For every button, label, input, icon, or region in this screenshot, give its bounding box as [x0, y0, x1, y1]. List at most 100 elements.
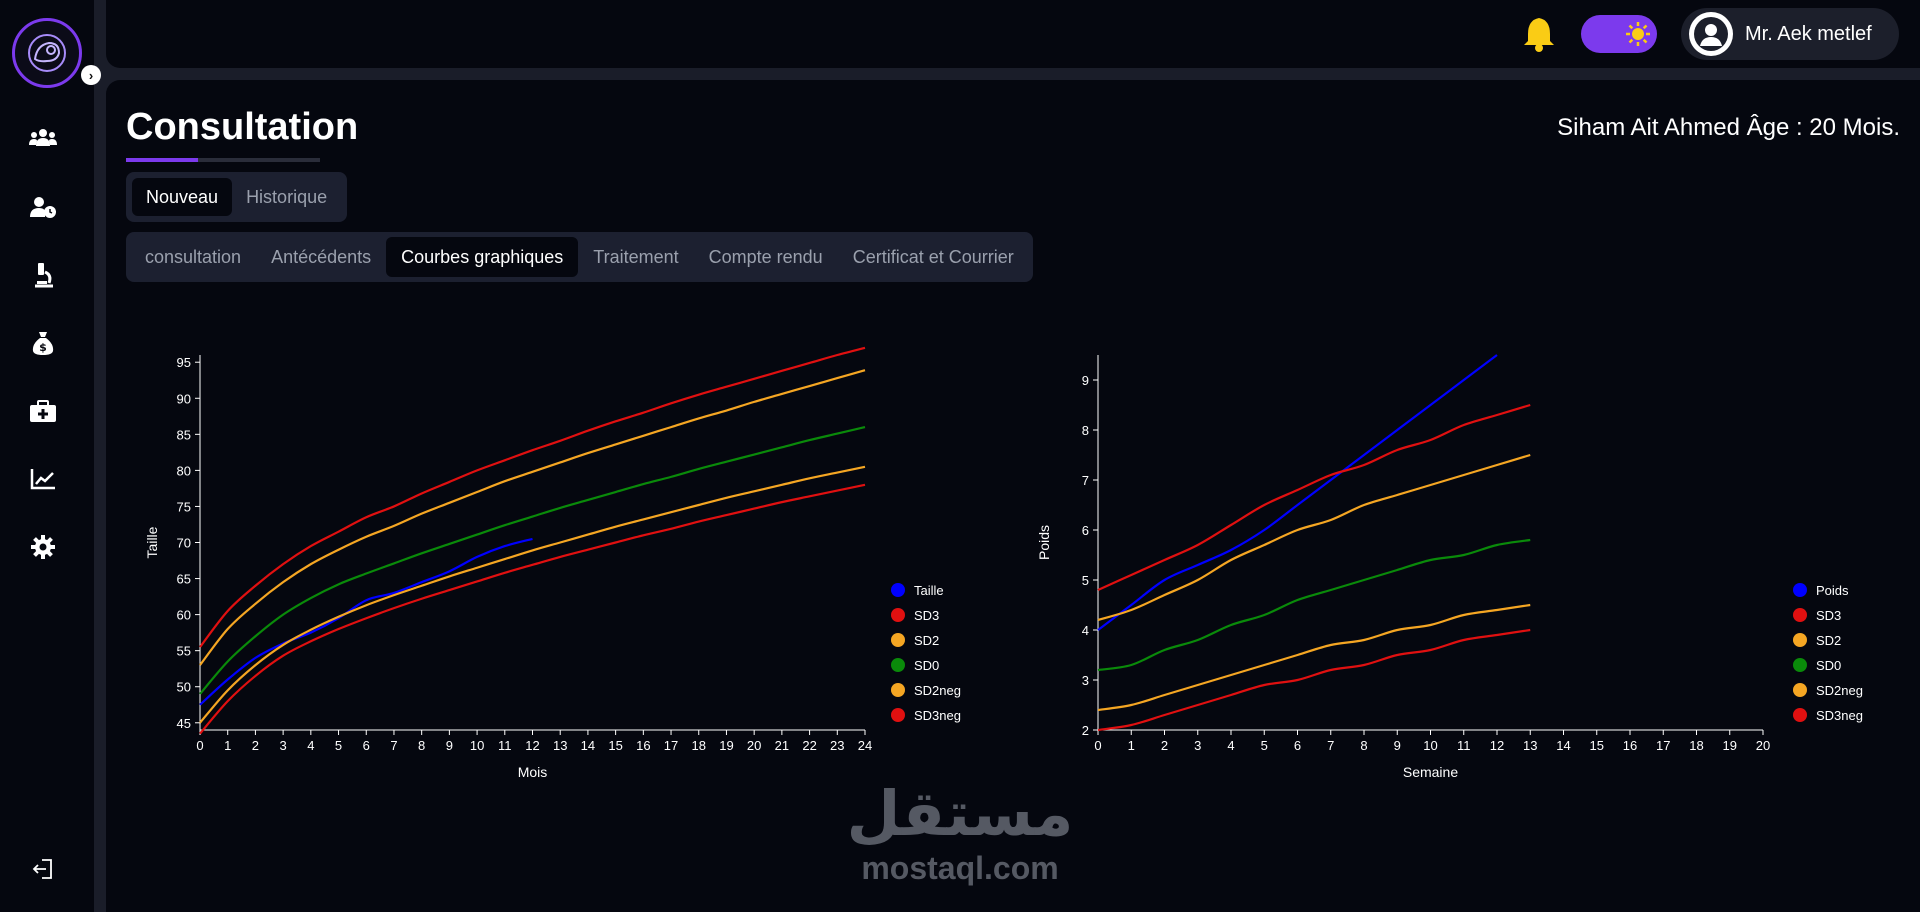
sidebar-toggle-button[interactable]: › — [81, 65, 101, 85]
nav-statistics[interactable] — [28, 464, 58, 494]
tab-historique[interactable]: Historique — [246, 186, 328, 207]
sidebar: › $ — [0, 0, 101, 912]
y-tick-label: 6 — [1082, 523, 1089, 538]
x-tick-label: 14 — [581, 738, 595, 753]
y-tick-label: 55 — [177, 644, 191, 659]
legend-label-sd2neg: SD2neg — [1816, 683, 1863, 698]
app-logo[interactable] — [12, 18, 82, 88]
x-tick-label: 10 — [470, 738, 484, 753]
x-tick-label: 2 — [252, 738, 259, 753]
series-line-taille — [199, 537, 533, 706]
y-tick-label: 70 — [177, 536, 191, 551]
nav-finance[interactable]: $ — [28, 328, 58, 358]
series-line-sd2 — [1097, 453, 1531, 622]
x-tick-label: 12 — [1490, 738, 1504, 753]
tab-traitement[interactable]: Traitement — [593, 246, 679, 267]
tab-consultation[interactable]: consultation — [145, 246, 242, 267]
legend-marker-sd0 — [1793, 658, 1807, 672]
y-tick-label: 95 — [177, 355, 191, 370]
nav-settings[interactable] — [28, 532, 58, 562]
tab-courbes-graphiques[interactable]: Courbes graphiques — [386, 237, 579, 277]
legend-label-sd0: SD0 — [1816, 658, 1841, 673]
y-tick-label: 80 — [177, 463, 191, 478]
avatar — [1689, 12, 1733, 56]
y-tick-label: 45 — [177, 716, 191, 731]
series-line-sd3 — [199, 346, 866, 648]
x-tick-label: 0 — [1094, 738, 1101, 753]
nav-patients[interactable] — [28, 122, 58, 152]
legend-marker-sd3neg — [1793, 708, 1807, 722]
logout-icon — [32, 859, 52, 879]
legend-marker-sd3 — [891, 608, 905, 622]
x-axis-label: Semaine — [1403, 764, 1458, 780]
y-tick-label: 85 — [177, 427, 191, 442]
mode-tabs: Nouveau Historique — [126, 172, 348, 222]
theme-toggle[interactable] — [1581, 15, 1657, 53]
tab-compte-rendu[interactable]: Compte rendu — [708, 246, 823, 267]
x-tick-label: 3 — [280, 738, 287, 753]
series-line-sd3neg — [1097, 628, 1531, 732]
logout-button[interactable] — [28, 854, 58, 884]
bell-icon — [1524, 18, 1554, 52]
watermark-latin: mostaql.com — [861, 850, 1059, 886]
x-tick-label: 6 — [363, 738, 370, 753]
microscope-icon — [35, 263, 53, 288]
x-tick-label: 8 — [418, 738, 425, 753]
y-axis-label: Taille — [144, 526, 160, 558]
y-tick-label: 90 — [177, 391, 191, 406]
x-tick-label: 20 — [1756, 738, 1770, 753]
tab-nouveau[interactable]: Nouveau — [132, 178, 233, 216]
nav-appointments[interactable] — [28, 192, 58, 222]
nav-medical[interactable] — [28, 396, 58, 426]
legend-marker-sd0 — [891, 658, 905, 672]
x-tick-label: 19 — [1723, 738, 1737, 753]
tab-antecedents[interactable]: Antécédents — [271, 246, 372, 267]
nav-laboratory[interactable] — [28, 260, 58, 290]
x-tick-label: 4 — [1227, 738, 1234, 753]
series-line-sd0 — [199, 426, 866, 695]
x-tick-label: 2 — [1161, 738, 1168, 753]
x-tick-label: 11 — [498, 738, 512, 753]
x-tick-label: 9 — [446, 738, 453, 753]
x-tick-label: 17 — [664, 738, 678, 753]
chart-line-icon — [30, 469, 55, 490]
y-tick-label: 7 — [1082, 473, 1089, 488]
x-tick-label: 24 — [858, 738, 872, 753]
series-line-sd2 — [199, 369, 866, 666]
y-tick-label: 9 — [1082, 373, 1089, 388]
user-menu[interactable]: Mr. Aek metlef — [1681, 8, 1899, 60]
x-tick-label: 21 — [775, 738, 789, 753]
weight-growth-chart: 0 1 2 3 4 5 6 7 8 9 10 11 12 13 14 15 16 17 18 19 2023456789… — [1036, 354, 1863, 780]
medical-kit-icon — [30, 400, 56, 422]
x-tick-label: 15 — [1590, 738, 1604, 753]
x-tick-label: 13 — [553, 738, 567, 753]
legend-marker-sd2 — [1793, 633, 1807, 647]
x-axis-label: Mois — [518, 764, 548, 780]
user-icon — [1694, 17, 1728, 51]
y-tick-label: 50 — [177, 680, 191, 695]
tab-certificat-courrier[interactable]: Certificat et Courrier — [852, 246, 1014, 267]
x-tick-label: 12 — [525, 738, 539, 753]
series-line-sd0 — [1097, 538, 1531, 672]
y-tick-label: 8 — [1082, 423, 1089, 438]
legend-marker-sd3 — [1793, 608, 1807, 622]
x-tick-label: 16 — [636, 738, 650, 753]
legend-marker-sd2neg — [1793, 683, 1807, 697]
y-tick-label: 60 — [177, 608, 191, 623]
legend-marker-poids — [1793, 583, 1807, 597]
x-tick-label: 13 — [1523, 738, 1537, 753]
watermark: مستقل mostaql.com — [840, 780, 1080, 887]
x-tick-label: 18 — [1689, 738, 1703, 753]
legend-marker-sd2neg — [891, 683, 905, 697]
x-tick-label: 10 — [1423, 738, 1437, 753]
svg-text:$: $ — [39, 341, 47, 354]
legend-label-sd2neg: SD2neg — [914, 683, 961, 698]
page-title: Consultation — [126, 106, 359, 148]
notifications-button[interactable] — [1522, 16, 1556, 57]
watermark-arabic: مستقل — [846, 780, 1074, 849]
x-tick-label: 15 — [608, 738, 622, 753]
legend-label-poids: Poids — [1816, 583, 1849, 598]
legend-marker-taille — [891, 583, 905, 597]
series-line-sd2neg — [199, 465, 866, 724]
y-tick-label: 2 — [1082, 723, 1089, 738]
